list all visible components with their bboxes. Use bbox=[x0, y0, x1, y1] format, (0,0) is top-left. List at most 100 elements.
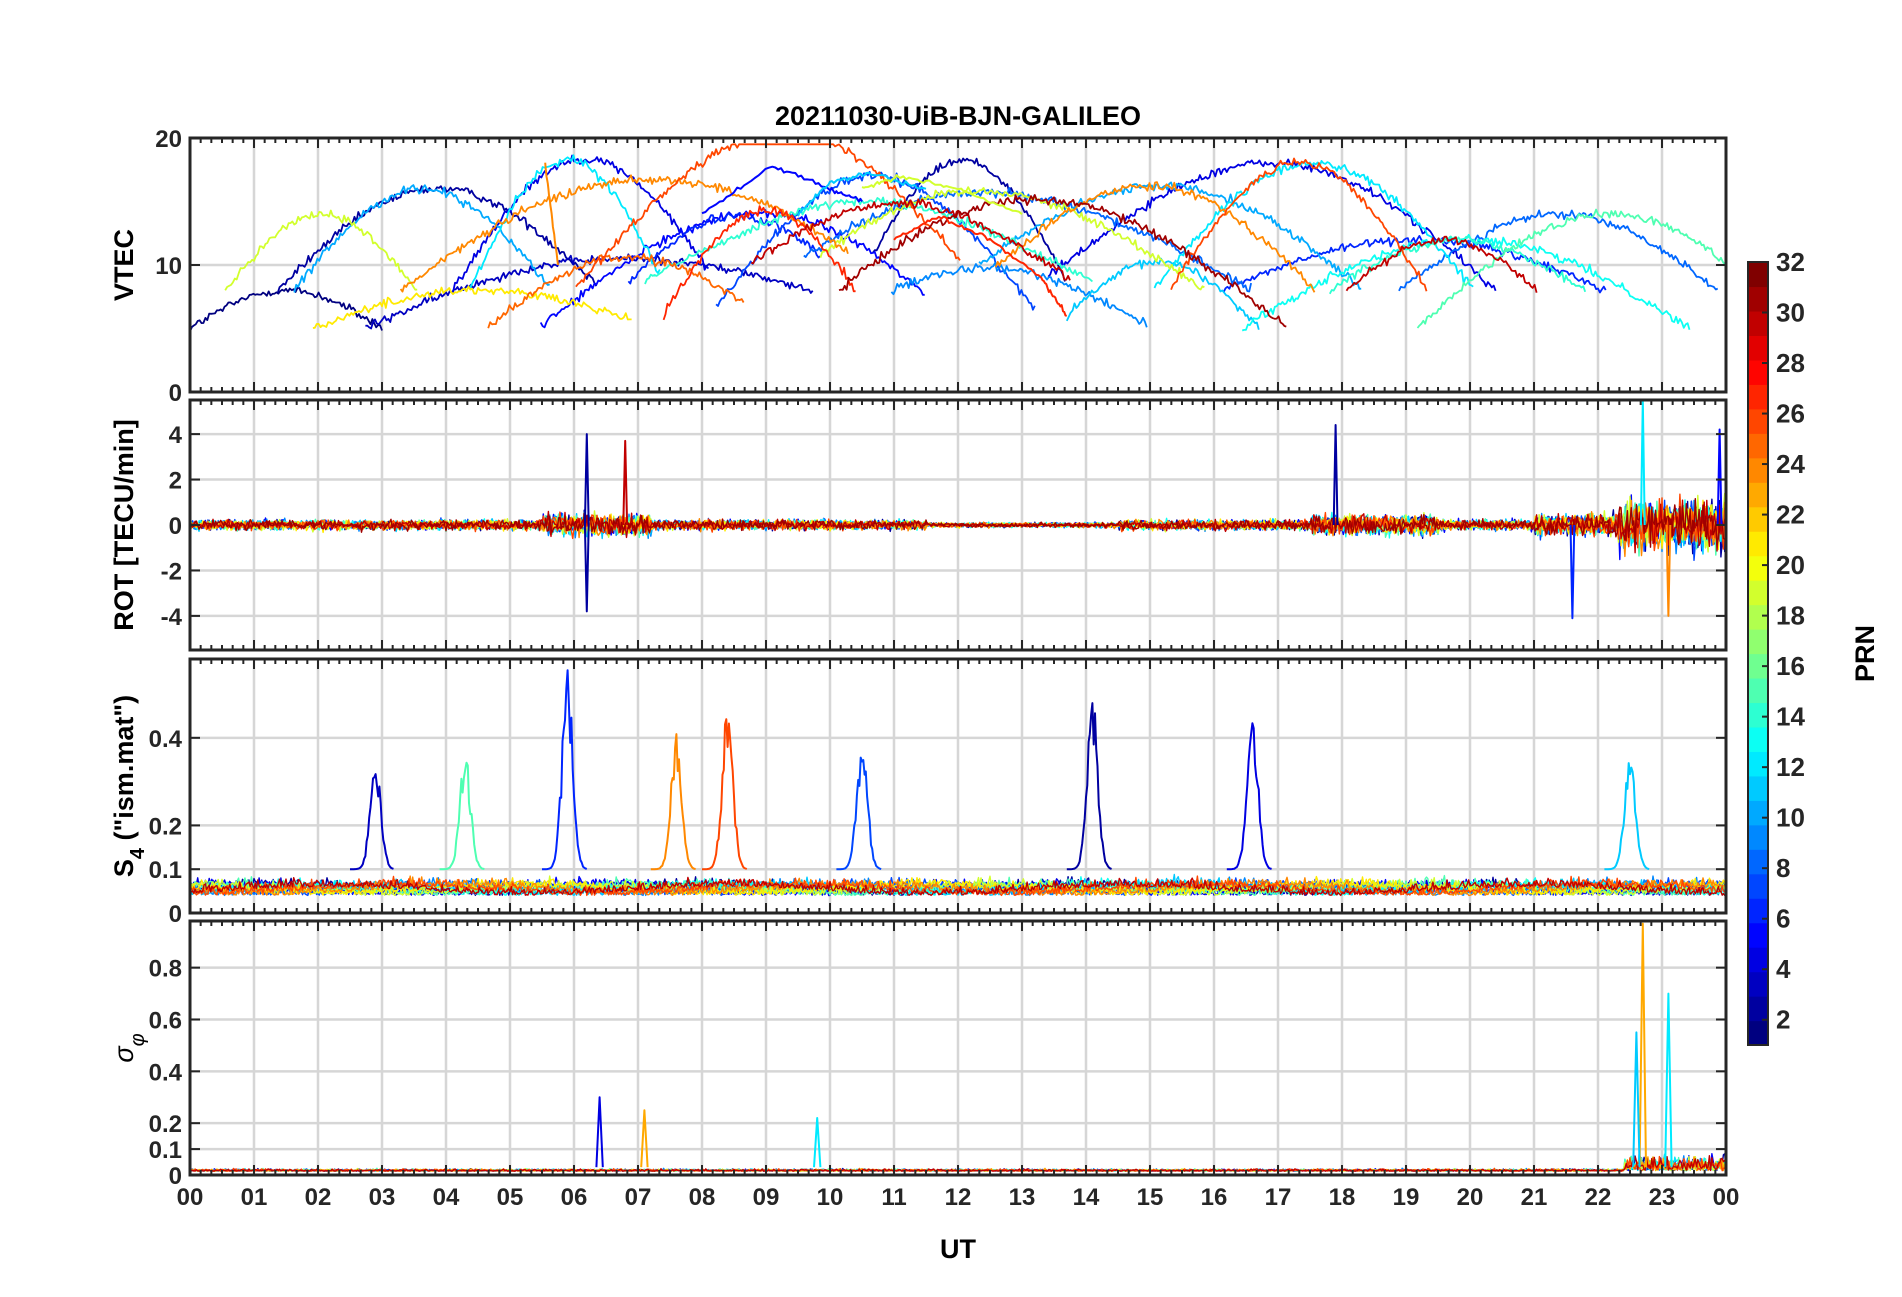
rot-peak-prn-24 bbox=[1665, 524, 1672, 617]
vtec-series-prn-12 bbox=[1153, 160, 1474, 289]
vtec-feature-prn-19 bbox=[861, 174, 1023, 215]
x-tick-label: 02 bbox=[305, 1184, 332, 1211]
y-axis-label: VTEC bbox=[109, 229, 139, 301]
colorbar-swatch bbox=[1748, 653, 1768, 679]
x-tick-label: 01 bbox=[241, 1184, 268, 1211]
grid bbox=[190, 921, 1726, 1177]
colorbar-tick-label: 6 bbox=[1776, 904, 1790, 934]
colorbar-tick-label: 22 bbox=[1776, 500, 1805, 530]
x-tick-label: 06 bbox=[561, 1184, 588, 1211]
s4-peak-prn-11 bbox=[1604, 762, 1650, 871]
x-tick-label: 14 bbox=[1073, 1184, 1100, 1211]
s4-series-prn-26 bbox=[190, 875, 1726, 897]
rot-peak-prn-30 bbox=[622, 439, 629, 526]
vtec-feature-prn-24 bbox=[544, 162, 559, 266]
colorbar-swatch bbox=[1748, 726, 1768, 752]
rot-series-prn-26 bbox=[190, 493, 1726, 552]
rot-peak-prn-6 bbox=[1569, 524, 1576, 620]
y-axis: -4 -2 0 2 4 bbox=[161, 422, 1726, 631]
panel-vtec: 0 10 20 VTEC bbox=[109, 126, 1728, 407]
vtec-series-prn-24 bbox=[399, 174, 849, 293]
x-tick-label: 17 bbox=[1265, 1184, 1292, 1211]
vtec-series-prn-30 bbox=[750, 198, 1071, 281]
colorbar-tick-label: 28 bbox=[1776, 348, 1805, 378]
colorbar-tick-label: 8 bbox=[1776, 853, 1790, 883]
s4-peak-prn-6 bbox=[542, 669, 588, 871]
x-tick-label: 08 bbox=[689, 1184, 716, 1211]
panel-data bbox=[190, 400, 1726, 620]
x-tick-label: 22 bbox=[1585, 1184, 1612, 1211]
y-tick-label: 4 bbox=[169, 422, 183, 449]
x-tick-label: 15 bbox=[1137, 1184, 1164, 1211]
s4-peak-prn-2 bbox=[1066, 702, 1112, 871]
y-axis-label: ROT [TECU/min] bbox=[109, 419, 139, 630]
vtec-series-prn-10 bbox=[293, 184, 550, 293]
panel-sigma_phi: 00.10.2 0.4 0.6 0.8 σφ 00 01 02 03 04 05 06 07 08 09 10… bbox=[109, 919, 1739, 1211]
colorbar-swatch bbox=[1748, 335, 1768, 361]
x-tick-marks bbox=[189, 138, 1727, 392]
colorbar-swatch bbox=[1748, 555, 1768, 581]
vtec-series-prn-25 bbox=[487, 253, 745, 329]
x-tick-label: 05 bbox=[497, 1184, 524, 1211]
colorbar-swatch bbox=[1748, 531, 1768, 557]
x-tick-label: 19 bbox=[1393, 1184, 1420, 1211]
y-tick-label: 2 bbox=[169, 468, 182, 495]
x-tick-label: 23 bbox=[1649, 1184, 1676, 1211]
y-tick-label: 0 bbox=[169, 513, 182, 540]
rot-peak-prn-5 bbox=[1716, 428, 1723, 526]
colorbar-swatch bbox=[1748, 506, 1768, 532]
y-tick-label: 0.1 bbox=[149, 1137, 182, 1164]
s4-peak-prn-3 bbox=[350, 773, 394, 871]
x-tick-label: 04 bbox=[433, 1184, 460, 1211]
colorbar-tick-label: 26 bbox=[1776, 399, 1805, 429]
x-tick-label: 09 bbox=[753, 1184, 780, 1211]
x-tick-label: 10 bbox=[817, 1184, 844, 1211]
sigma-peak-prn-23 bbox=[1638, 922, 1647, 1168]
colorbar-tick-label: 32 bbox=[1776, 247, 1805, 277]
colorbar-swatch bbox=[1748, 898, 1768, 924]
sigma-peak-prn-11 bbox=[1632, 1031, 1641, 1168]
vtec-series-prn-1 bbox=[190, 287, 383, 332]
panel-s4: 0 0.1 0.2 0.4S4 ("ism.mat") bbox=[109, 657, 1728, 928]
sigma-peak-prn-4 bbox=[595, 1096, 604, 1168]
x-tick-label: 21 bbox=[1521, 1184, 1548, 1211]
vtec-series-prn-9 bbox=[890, 262, 1148, 328]
x-tick-label: 00 bbox=[177, 1184, 204, 1211]
y-tick-label: 10 bbox=[155, 253, 182, 280]
vtec-series-prn-27 bbox=[662, 205, 856, 321]
y-tick-label: 0 bbox=[169, 380, 182, 407]
sigma-peak-prn-12 bbox=[1664, 992, 1673, 1168]
colorbar-swatch bbox=[1748, 971, 1768, 997]
colorbar-swatch bbox=[1748, 677, 1768, 704]
x-tick-label: 16 bbox=[1201, 1184, 1228, 1211]
colorbar-swatch bbox=[1748, 849, 1768, 875]
vtec-series-prn-31 bbox=[838, 194, 1287, 328]
colorbar-swatch bbox=[1748, 408, 1768, 434]
s4-series-prn-30 bbox=[190, 876, 1726, 897]
colorbar-swatch bbox=[1748, 800, 1768, 826]
sigma-peak-prn-23 bbox=[640, 1109, 649, 1168]
y-tick-label: 0.4 bbox=[149, 726, 183, 753]
x-tick-label: 18 bbox=[1329, 1184, 1356, 1211]
y-tick-label: 20 bbox=[155, 126, 182, 153]
grid bbox=[190, 136, 1726, 394]
x-axis-label: UT bbox=[940, 1234, 976, 1264]
s4-peak-prn-7 bbox=[836, 756, 882, 871]
y-tick-label: 0.2 bbox=[149, 813, 182, 840]
rot-peak-prn-2 bbox=[583, 524, 590, 613]
s4-peak-prn-24 bbox=[650, 733, 696, 871]
colorbar-swatch bbox=[1748, 359, 1768, 385]
y-axis: 00.10.2 0.4 0.6 0.8 bbox=[149, 956, 1726, 1190]
colorbar-swatch bbox=[1748, 457, 1768, 483]
vtec-series-prn-4 bbox=[452, 154, 710, 293]
colorbar-swatch bbox=[1748, 310, 1768, 337]
vtec-series-prn-8 bbox=[1398, 209, 1719, 292]
x-tick-marks bbox=[189, 921, 1727, 1175]
panel-data bbox=[190, 143, 1726, 332]
colorbar-swatch bbox=[1748, 262, 1768, 288]
y-axis-label: S4 ("ism.mat") bbox=[109, 695, 149, 877]
colorbar-swatch bbox=[1748, 1020, 1768, 1046]
